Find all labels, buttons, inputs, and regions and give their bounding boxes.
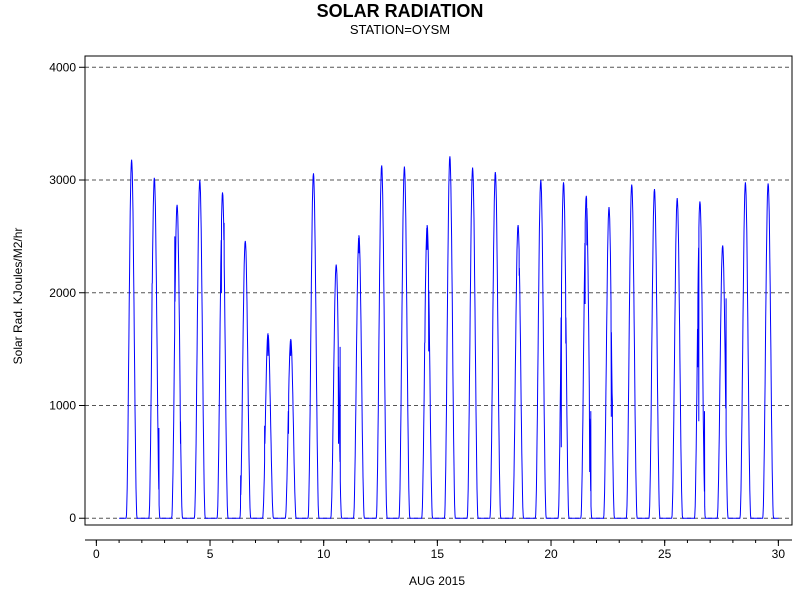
x-tick-label: 30 <box>772 547 786 561</box>
plot-frame <box>84 55 793 526</box>
y-tick-label: 1000 <box>49 398 76 412</box>
grid-lines <box>85 66 792 519</box>
x-axis-label: AUG 2015 <box>409 574 465 588</box>
x-tick-label: 15 <box>431 547 445 561</box>
chart-title: SOLAR RADIATION <box>316 1 484 21</box>
x-tick-label: 5 <box>207 547 214 561</box>
y-axis-label: Solar Rad. KJoules/M2/hr <box>11 228 25 365</box>
chart-subtitle: STATION=OYSM <box>349 22 451 37</box>
x-axis: 0 5 10 15 20 25 30 <box>85 539 792 561</box>
series-line-solar-radiation <box>119 156 779 519</box>
x-tick-label: 10 <box>317 547 331 561</box>
x-tick-label: 0 <box>93 547 100 561</box>
y-tick-label: 2000 <box>49 286 76 300</box>
y-tick-label: 3000 <box>49 173 76 187</box>
y-axis: 0 1000 2000 3000 4000 <box>49 60 85 525</box>
y-tick-label: 0 <box>69 511 76 525</box>
x-tick-label: 20 <box>544 547 558 561</box>
x-tick-label: 25 <box>658 547 672 561</box>
y-tick-label: 4000 <box>49 60 76 74</box>
